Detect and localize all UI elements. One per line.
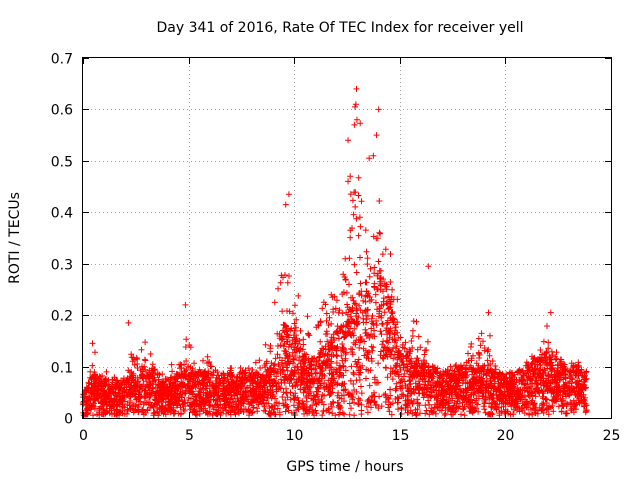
roti-peak-point: [425, 263, 432, 270]
chart-title: Day 341 of 2016, Rate Of TEC Index for r…: [156, 20, 523, 36]
y-tick-label: 0.5: [51, 155, 73, 171]
roti-peak-point: [370, 152, 377, 159]
roti-peak-point: [485, 309, 492, 316]
gridlines: [83, 58, 611, 418]
x-tick-label: 0: [79, 428, 88, 444]
roti-peak-point: [353, 85, 360, 92]
roti-peak-point: [345, 178, 352, 185]
roti-peak-point: [282, 201, 289, 208]
y-axis-label: ROTI / TECUs: [7, 192, 23, 284]
y-tick-label: 0.6: [51, 103, 73, 119]
y-tick-label: 0.3: [51, 258, 73, 274]
x-tick-label: 20: [497, 428, 515, 444]
y-tick-label: 0.7: [51, 52, 73, 68]
y-tick-label: 0.4: [51, 206, 73, 222]
roti-peak-point: [547, 309, 554, 316]
roti-peak-point: [352, 103, 359, 110]
x-tick-label: 25: [603, 428, 621, 444]
roti-peak-point: [125, 319, 132, 326]
x-tick-label: 5: [185, 428, 194, 444]
x-tick-label: 10: [286, 428, 304, 444]
roti-peak-point: [352, 101, 359, 108]
x-axis-label: GPS time / hours: [286, 459, 403, 475]
roti-peak-point: [182, 301, 189, 308]
roti-peak-point: [89, 340, 96, 347]
roti-peak-point: [345, 137, 352, 144]
y-tick-label: 0.1: [51, 361, 73, 377]
plot-frame: [82, 57, 612, 419]
roti-peak-point: [366, 155, 373, 162]
roti-peak-point: [285, 191, 292, 198]
roti-peak-point: [353, 116, 360, 123]
data-points: [80, 85, 590, 419]
x-tick-label: 15: [392, 428, 410, 444]
roti-peak-point: [351, 121, 358, 128]
roti-peak-point: [375, 106, 382, 113]
y-tick-label: 0: [64, 412, 73, 428]
y-tick-label: 0.2: [51, 309, 73, 325]
roti-peak-point: [373, 132, 380, 139]
roti-points: [80, 120, 590, 419]
axis-ticks: 0 5 10 15 20 25 0 0.1 0.2 0.3 0.4 0.5 0.6 0.7: [51, 52, 621, 445]
